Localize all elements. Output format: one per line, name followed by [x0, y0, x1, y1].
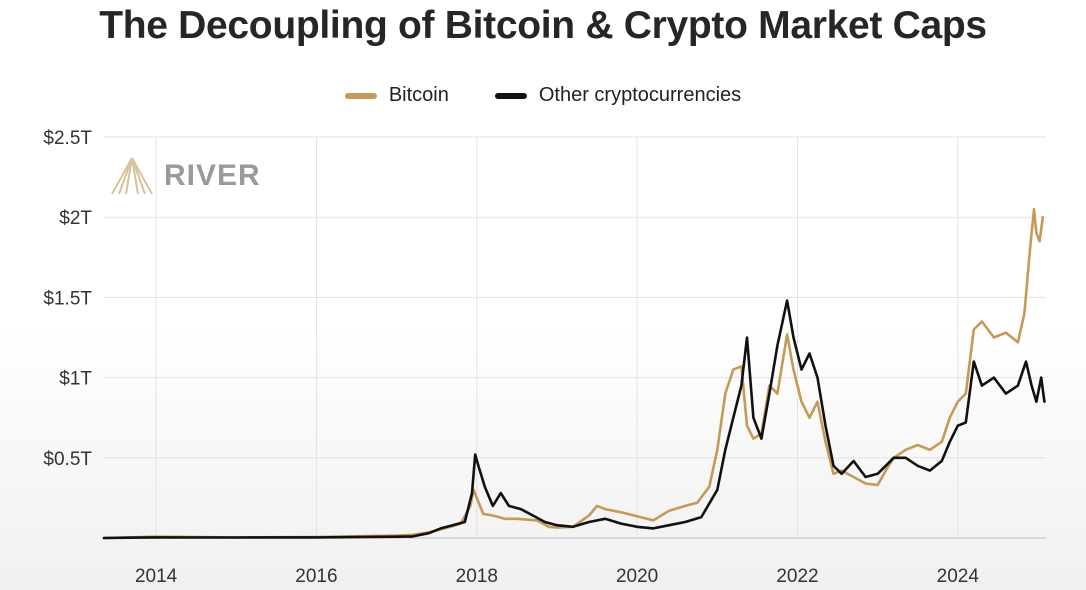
y-tick-label: $0.5T — [43, 449, 92, 470]
x-tick-label: 2016 — [295, 566, 337, 587]
y-tick-label: $2.5T — [43, 128, 92, 149]
x-axis-ticks: 2014 2016 2018 2020 2022 2024 — [135, 566, 979, 587]
legend-label-other: Other cryptocurrencies — [538, 84, 742, 106]
legend-item-other: Other cryptocurrencies — [494, 84, 742, 107]
x-tick-label: 2024 — [937, 566, 980, 587]
watermark-text: RIVER — [164, 159, 261, 192]
legend-item-bitcoin: Bitcoin — [344, 84, 449, 107]
legend-swatch-bitcoin — [344, 92, 377, 99]
series-lines — [102, 207, 1046, 540]
river-logo-icon — [111, 157, 153, 195]
river-watermark: RIVER — [110, 156, 261, 196]
x-tick-label: 2020 — [616, 566, 658, 587]
y-tick-label: $1T — [59, 369, 92, 390]
y-axis-ticks: $0.5T $1T $1.5T $2T $2.5T — [43, 128, 92, 470]
y-tick-label: $2T — [59, 208, 92, 229]
grid — [104, 136, 1046, 539]
legend: Bitcoin Other cryptocurrencies — [0, 84, 1086, 107]
legend-label-bitcoin: Bitcoin — [388, 84, 449, 106]
legend-swatch-other — [494, 92, 527, 99]
x-tick-label: 2014 — [135, 566, 178, 587]
chart-title: The Decoupling of Bitcoin & Crypto Marke… — [99, 4, 987, 47]
x-tick-label: 2022 — [776, 566, 818, 587]
series-line-bitcoin — [102, 207, 1045, 540]
x-tick-label: 2018 — [456, 566, 498, 587]
y-tick-label: $1.5T — [43, 288, 92, 309]
series-line-other-cryptocurrencies — [102, 299, 1046, 540]
